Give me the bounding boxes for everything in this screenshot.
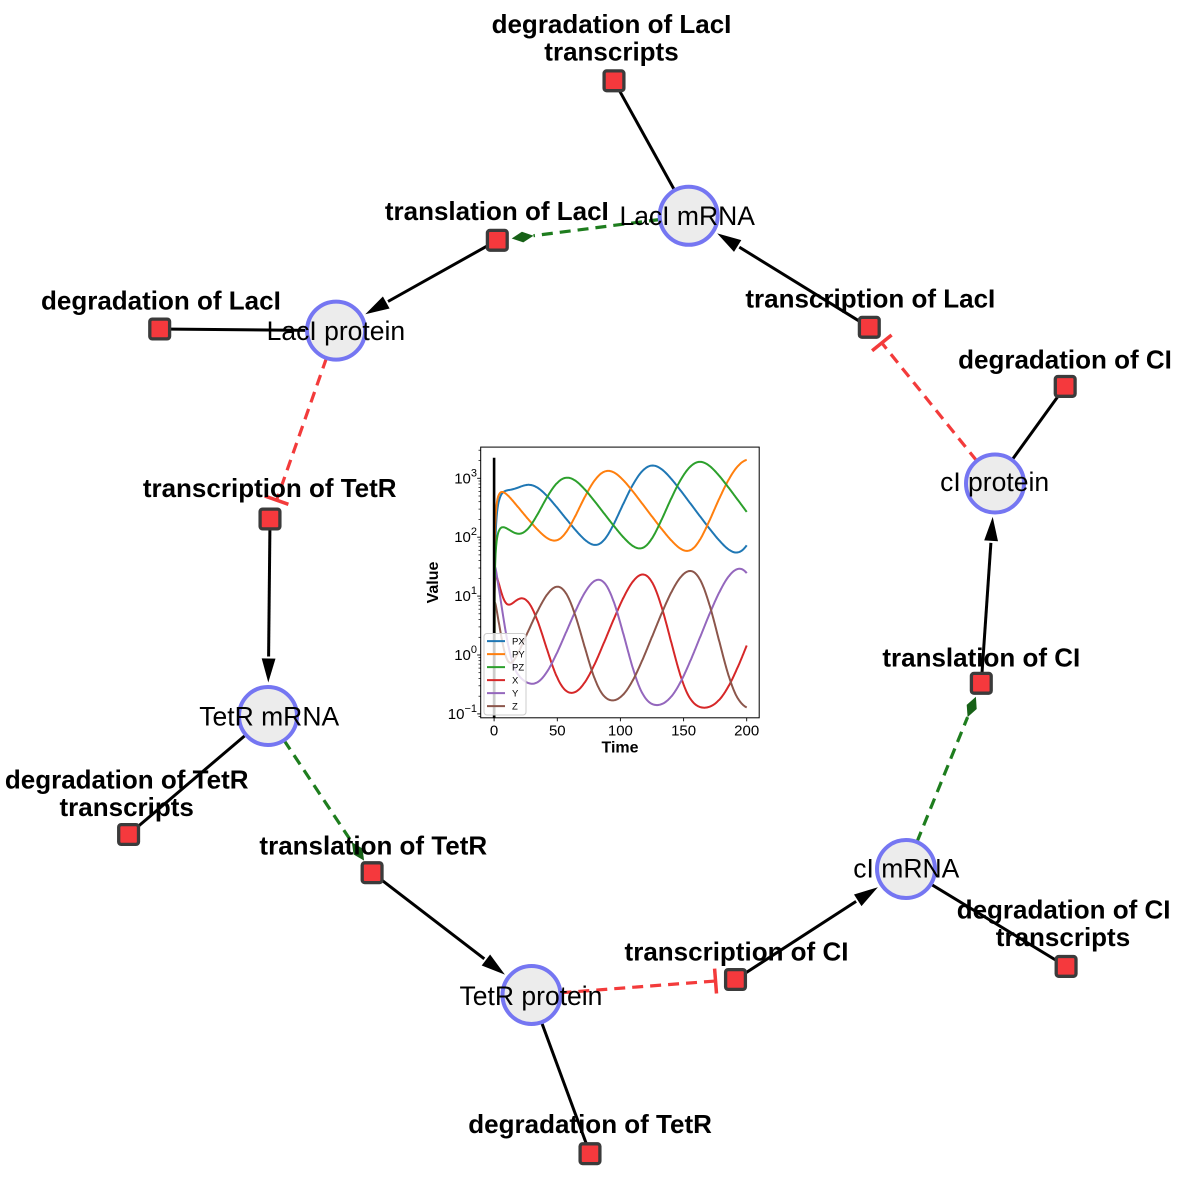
svg-text:PZ: PZ: [512, 663, 524, 674]
svg-text:transcripts: transcripts: [60, 792, 194, 822]
svg-text:degradation of TetR: degradation of TetR: [5, 764, 249, 794]
svg-text:PY: PY: [512, 650, 525, 661]
svg-text:degradation of CI: degradation of CI: [957, 895, 1171, 925]
svg-text:translation of LacI: translation of LacI: [385, 196, 609, 226]
svg-text:150: 150: [671, 722, 696, 739]
svg-text:50: 50: [549, 722, 566, 739]
svg-text:translation of TetR: translation of TetR: [259, 830, 487, 860]
svg-text:Z: Z: [512, 702, 518, 713]
svg-text:TetR protein: TetR protein: [460, 981, 603, 1011]
svg-text:LacI mRNA: LacI mRNA: [619, 201, 755, 231]
svg-text:transcription of LacI: transcription of LacI: [745, 284, 995, 314]
svg-text:TetR mRNA: TetR mRNA: [199, 702, 339, 732]
svg-text:degradation of LacI: degradation of LacI: [41, 286, 281, 316]
svg-text:degradation of TetR: degradation of TetR: [468, 1109, 712, 1139]
svg-text:Y: Y: [512, 689, 519, 700]
svg-text:transcription of TetR: transcription of TetR: [143, 473, 397, 503]
svg-text:transcripts: transcripts: [544, 37, 678, 67]
svg-text:0: 0: [490, 722, 498, 739]
svg-text:Value: Value: [425, 562, 442, 604]
svg-text:transcription of CI: transcription of CI: [625, 937, 849, 967]
svg-text:200: 200: [734, 722, 759, 739]
svg-text:PX: PX: [512, 637, 525, 648]
svg-text:cI mRNA: cI mRNA: [853, 854, 959, 884]
svg-text:X: X: [512, 676, 519, 687]
svg-text:transcripts: transcripts: [996, 922, 1130, 952]
svg-text:cI protein: cI protein: [940, 467, 1049, 497]
svg-text:100: 100: [608, 722, 633, 739]
svg-text:Time: Time: [601, 740, 638, 757]
svg-text:LacI protein: LacI protein: [267, 316, 405, 346]
svg-text:translation of CI: translation of CI: [882, 642, 1080, 672]
svg-text:degradation of CI: degradation of CI: [958, 344, 1172, 374]
svg-text:degradation of LacI: degradation of LacI: [492, 9, 732, 39]
